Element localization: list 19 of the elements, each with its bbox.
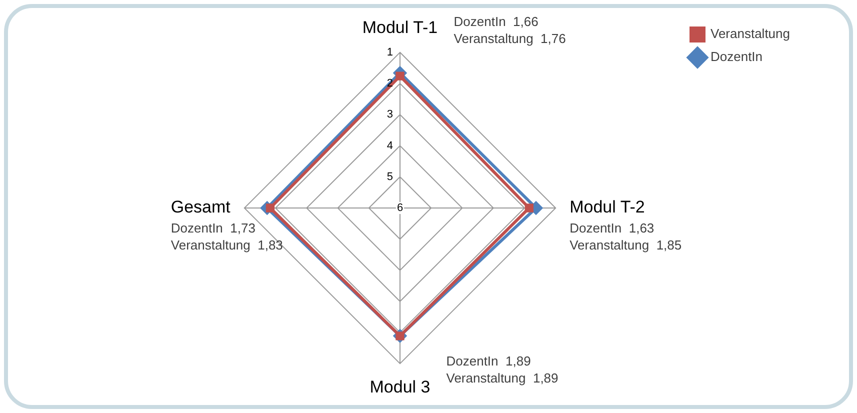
text: DozentIn 1,89 [446,354,531,369]
text: DozentIn 1,63 [570,220,654,236]
y-tick-label: 1 [386,46,393,58]
spoke-label: Gesamt [170,198,231,217]
text: Veranstaltung 1,85 [570,237,682,252]
legend-label: Veranstaltung [710,26,790,42]
legend-label: DozentIn [710,49,763,64]
text: Veranstaltung 1,83 [170,237,283,252]
y-tick-label: 4 [386,140,393,152]
text: Veranstaltung 1,89 [446,370,558,386]
text: DozentIn 1,73 [170,220,256,236]
text: DozentIn 1,66 [454,14,538,30]
text: Veranstaltung 1,76 [454,31,566,46]
spoke-label: Modul T-2 [570,198,645,217]
y-tick-label: 3 [386,108,393,121]
spoke-label: Modul 3 [370,377,430,396]
y-tick-label: 6 [396,202,404,214]
y-tick-label: 5 [386,170,393,183]
spoke-label: Modul T-1 [362,18,438,37]
